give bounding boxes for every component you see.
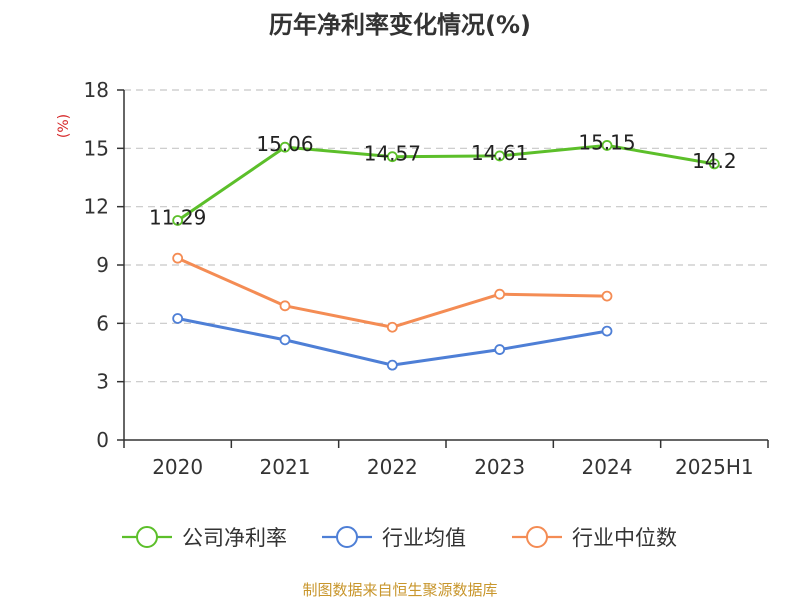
series-group	[172, 140, 720, 371]
data-point	[172, 252, 184, 264]
legend-label: 公司净利率	[182, 526, 287, 550]
legend: 公司净利率 行业均值 行业中位数	[122, 526, 677, 550]
data-label: 14.57	[364, 142, 421, 166]
legend-label: 行业均值	[382, 526, 466, 550]
data-point	[279, 300, 291, 312]
data-point	[601, 140, 613, 151]
x-tick-label-2023: 2023	[474, 455, 525, 479]
y-tick-label: 6	[96, 311, 109, 335]
chart-title: 历年净利率变化情况(%)	[269, 11, 531, 39]
x-tick-label-2025H1: 2025H1	[675, 455, 754, 479]
data-point	[172, 313, 184, 324]
data-point	[172, 215, 184, 226]
grid-lines	[124, 89, 768, 383]
data-point	[386, 321, 398, 333]
y-tick-label: 9	[96, 253, 109, 277]
y-tick-label: 15	[84, 136, 109, 160]
data-point	[494, 150, 506, 162]
source-note: 制图数据来自恒生聚源数据库	[302, 581, 497, 599]
x-tick-label-2022: 2022	[367, 455, 418, 479]
legend-marker-1	[336, 526, 358, 548]
data-point	[279, 141, 291, 153]
data-point	[601, 325, 613, 337]
data-point	[601, 290, 613, 302]
y-tick-label: 0	[96, 428, 109, 452]
data-point	[494, 288, 506, 300]
y-tick-label: 12	[84, 195, 109, 219]
data-labels: 11.29 15.06 14.57 14.61 15.15 14.2	[149, 130, 737, 229]
data-point	[494, 344, 506, 355]
y-tick-label: 3	[96, 370, 109, 394]
axes: 0 3 6 9 12 15 18 2020 2021 2022 2023 2024 2025H1	[84, 78, 769, 479]
x-tick-label-2021: 2021	[260, 455, 311, 479]
data-label: 11.29	[149, 205, 206, 229]
series-line-2	[177, 256, 608, 329]
series-line-0	[176, 143, 715, 222]
y-tick-label: 18	[84, 78, 109, 102]
data-point	[708, 158, 720, 170]
data-label: 14.61	[471, 141, 528, 165]
x-tick-label-2020: 2020	[152, 455, 203, 479]
data-point	[279, 334, 291, 346]
data-point	[386, 359, 398, 371]
legend-marker-2	[526, 526, 548, 548]
data-label: 15.06	[256, 132, 313, 156]
legend-label: 行业中位数	[572, 526, 677, 550]
x-tick-label-2024: 2024	[582, 455, 633, 479]
data-point	[386, 151, 398, 163]
data-label: 15.15	[578, 130, 635, 154]
legend-marker-0	[136, 526, 158, 548]
y-axis-unit-label: (%)	[56, 114, 72, 138]
data-label: 14.2	[692, 149, 737, 173]
